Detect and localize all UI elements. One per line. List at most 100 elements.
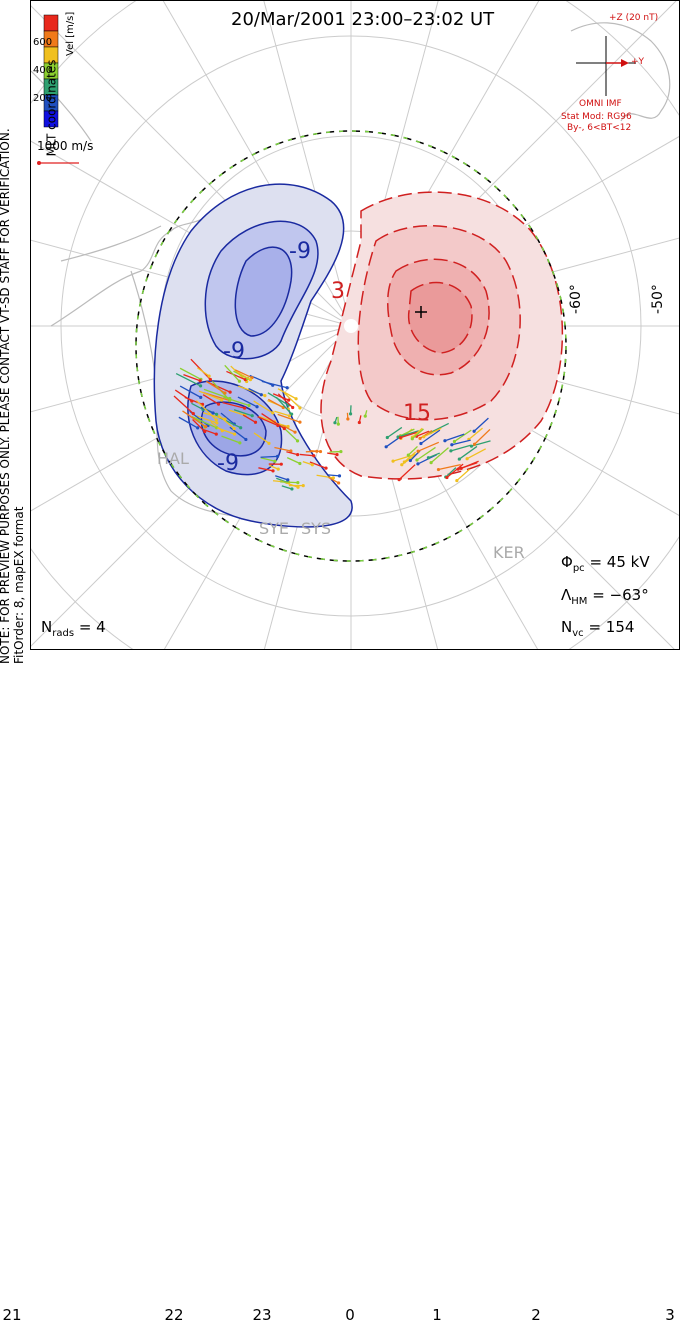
mlt-tick-23: 23 [252,1306,271,1324]
velocity-vector-origin [291,406,294,409]
velocity-vector-origin [335,453,338,456]
mlt-tick-3: 3 [665,1306,675,1324]
velocity-vector-origin [298,406,301,409]
imf-model: Stat Mod: RG96 [561,112,632,122]
velocity-vector-origin [211,411,214,414]
colorbar-segment [44,15,58,31]
velocity-vector-origin [263,394,266,397]
velocity-vector-origin [419,442,422,445]
stat-lambda-hm: ΛHM = −63° [561,586,649,607]
pole-marker [344,319,358,333]
velocity-vector-origin [287,399,290,402]
velocity-vector-origin [286,478,289,481]
velocity-vector-origin [215,413,218,416]
imf-model-params: By-, 6<BT<12 [567,123,631,133]
preview-note-line-1: NOTE: FOR PREVIEW PURPOSES ONLY. PLEASE … [0,44,12,664]
velocity-vector-origin [443,439,446,442]
velocity-vector-origin [409,459,412,462]
velocity-vector-origin [338,474,341,477]
velocity-vector-origin [358,421,361,424]
mlt-tick-21: 21 [2,1306,21,1324]
velocity-vector-origin [473,443,476,446]
colorbar-tick-600: 600 [33,37,52,48]
velocity-vector-origin [349,412,352,415]
velocity-vector-origin [312,454,315,457]
velocity-vector-origin [364,415,367,418]
velocity-vector-origin [422,435,425,438]
velocity-vector-origin [430,461,433,464]
velocity-vector-origin [255,405,258,408]
scale-vector-label: 1000 m/s [37,139,93,153]
velocity-vector-origin [267,442,270,445]
preview-note: NOTE: FOR PREVIEW PURPOSES ONLY. PLEASE … [0,44,26,664]
velocity-vector [328,475,340,476]
velocity-vector-origin [277,468,280,471]
velocity-vector-origin [398,478,401,481]
velocity-vector-origin [458,457,461,460]
scale-vector [37,161,79,165]
velocity-vector-origin [315,450,318,453]
velocity-vector-origin [280,463,283,466]
velocity-vector-origin [346,417,349,420]
velocity-vector-origin [453,440,456,443]
velocity-vector-origin [403,460,406,463]
colorbar-label: Vel [m/s] [65,12,76,56]
velocity-vector-origin [243,406,246,409]
velocity-vector-origin [415,458,418,461]
stat-n-rads: Nrads = 4 [41,618,106,639]
velocity-vector-origin [298,462,301,465]
velocity-vector-origin [337,423,340,426]
imf-z-label: +Z (20 nT) [609,13,658,23]
velocity-vector-origin [296,453,299,456]
velocity-vector-origin [196,426,199,429]
velocity-vector-origin [466,457,469,460]
velocity-vector-origin [199,384,202,387]
velocity-vector-origin [445,476,448,479]
convection-map-frame: 20/Mar/2001 23:00–23:02 UT Vel [m/s] 600… [30,0,680,650]
velocity-vector-origin [209,378,212,381]
velocity-vector-origin [427,456,430,459]
velocity-vector-origin [204,425,207,428]
velocity-vector-origin [411,437,414,440]
velocity-vector-origin [296,439,299,442]
station-sys: SYS [301,519,331,538]
velocity-vector-origin [271,469,274,472]
contour-label-pos-15: 15 [403,401,431,426]
mlt-tick-2: 2 [531,1306,541,1324]
velocity-vector-origin [228,399,231,402]
velocity-vector-origin [416,462,419,465]
velocity-vector-origin [229,391,232,394]
mlt-tick-0: 0 [345,1306,355,1324]
velocity-vector-origin [223,417,226,420]
imf-clock [576,36,636,96]
velocity-vector-origin [437,468,440,471]
velocity-vector-origin [311,463,314,466]
imf-source: OMNI IMF [579,99,622,109]
stat-n-vc: Nvc = 154 [561,618,634,639]
velocity-vector-origin [233,433,236,436]
velocity-vector-origin [399,436,402,439]
velocity-vector-origin [244,438,247,441]
velocity-vector-origin [400,463,403,466]
velocity-vector-origin [249,378,252,381]
mlt-axis: 21 22 23 0 1 2 3 [0,650,680,674]
velocity-vector-origin [455,479,458,482]
velocity-vector [306,451,317,452]
velocity-vector [280,482,298,483]
velocity-vector-origin [473,430,476,433]
latitude-label-50: -50° [650,284,666,314]
velocity-vector-origin [337,481,340,484]
contour-label-neg-lower: -9 [217,451,239,476]
velocity-vector-origin [276,455,279,458]
velocity-vector-origin [199,396,202,399]
positive-cell [321,192,562,479]
velocity-vector-origin [283,427,286,430]
velocity-vector [329,452,340,453]
velocity-vector-origin [251,414,254,417]
contour-label-neg-upper: -9 [289,239,311,264]
velocity-vector-origin [220,399,223,402]
mlt-tick-1: 1 [432,1306,442,1324]
velocity-vector-origin [247,404,250,407]
velocity-vector-origin [333,421,336,424]
velocity-vector-origin [298,421,301,424]
